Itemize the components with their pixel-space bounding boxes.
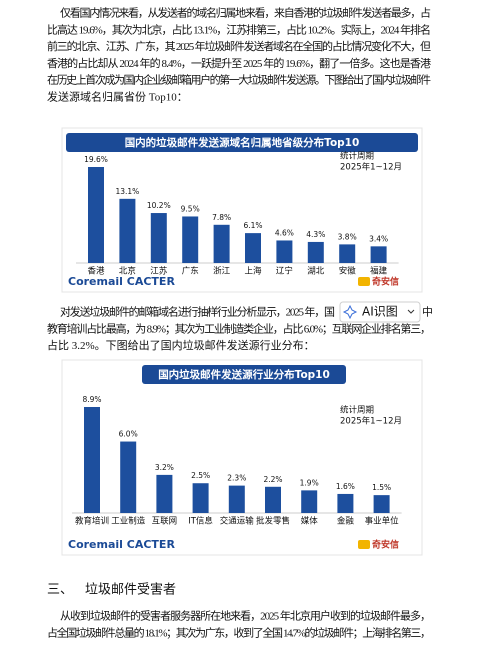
bar: [120, 441, 137, 513]
bar: [84, 407, 100, 513]
period-label: 统计周期: [340, 151, 374, 162]
paragraph-line: 仅看国内情况来看，从发送者的域名归属地来看，来自香港的垃圾邮件发送者最多，占: [60, 6, 431, 20]
category-label: 工业制造: [111, 516, 146, 527]
overlay-box[interactable]: [339, 301, 421, 323]
value-label: 4.3%: [306, 230, 325, 239]
value-label: 4.6%: [275, 228, 294, 237]
value-label: 3.8%: [338, 232, 357, 241]
bar: [265, 486, 281, 513]
brand: Coremail CACTER: [68, 275, 175, 288]
category-label: 湖北: [307, 267, 325, 277]
value-label: 2.2%: [263, 475, 282, 484]
value-label: 1.5%: [372, 483, 391, 492]
value-label: 1.9%: [300, 478, 319, 487]
bar: [213, 224, 230, 263]
bar: [307, 241, 324, 263]
value-label: 3.4%: [369, 234, 388, 243]
category-label: 上海: [244, 266, 262, 277]
category-label: 交通运输: [220, 516, 255, 527]
bar: [339, 244, 356, 263]
category-label: 辽宁: [276, 266, 293, 277]
chart-header: [66, 133, 418, 152]
paragraph-line: 发送源域名归属省份 Top10：: [47, 90, 188, 104]
logo-mark: [358, 540, 370, 549]
paragraph-line: 占比 3.2%。下图给出了国内垃圾邮件发送源行业分布：: [47, 338, 315, 352]
bar: [192, 483, 209, 513]
paragraph-line: 前三的北京、江苏、广东，其 2025 年垃圾邮件发送者域名在全国的占比情况变化不…: [47, 39, 431, 53]
logo: 奇安信: [372, 276, 399, 288]
category-label: 金融: [337, 516, 355, 527]
logo-mark: [358, 277, 370, 286]
section-title: 垃圾邮件受害者: [85, 582, 176, 598]
category-label: 批发零售: [256, 516, 290, 527]
chart-title: 国内的垃圾邮件发送源域名归属地省级分布Top10: [125, 136, 360, 149]
paragraph-line: 对发送垃圾邮件的邮箱域名进行抽样行业分析显示，2025 年，国: [60, 305, 335, 319]
bar: [370, 246, 387, 263]
paragraph-line: 在历史上首次成为国内企业级邮箱用户的第一大垃圾邮件发送源。下图给出了国内垃圾邮件: [47, 73, 431, 87]
section-number: 三、: [47, 583, 73, 598]
bar: [88, 167, 104, 263]
value-label: 10.2%: [147, 201, 171, 210]
category-label: 教育培训: [75, 516, 109, 527]
ai-overlay[interactable]: AI识图: [339, 301, 421, 323]
value-label: 1.6%: [336, 482, 355, 491]
period-label: 统计周期: [340, 405, 374, 416]
category-label: 福建: [370, 266, 388, 277]
value-label: 8.9%: [82, 395, 101, 404]
overlay-caret: [407, 309, 415, 314]
value-label: 19.6%: [84, 155, 108, 164]
category-label: IT信息: [188, 516, 213, 527]
paragraph-line: 占全国垃圾邮件总量的 18.1%；其次为广东，收到了全国 14.7%的垃圾邮件；…: [47, 625, 431, 639]
bar: [228, 485, 245, 513]
value-label: 6.0%: [119, 430, 138, 439]
paragraph-line: 从收到垃圾邮件的受害者服务器所在地来看，2025 年北京用户收到的垃圾邮件最多，: [60, 609, 431, 623]
bar: [245, 233, 261, 263]
value-label: 3.2%: [155, 463, 174, 472]
paragraph-line: 香港的占比却从 2024 年的 8.4%，一跃提升至 2025 年的 19.6%…: [47, 56, 431, 70]
category-label: 互联网: [152, 517, 178, 527]
chart-title: 国内垃圾邮件发送源行业分布Top10: [158, 368, 330, 381]
value-label: 6.1%: [243, 221, 262, 230]
paragraph-line: 教育培训占比最高，为 8.9%；其次为工业制造类企业，占比 6.0%；互联网企业…: [47, 321, 431, 335]
logo: 奇安信: [372, 539, 399, 551]
bar: [337, 493, 354, 513]
paragraph-line: 比高达 19.6%，其次为北京，占比 13.1%，江苏排第三，占比 10.2%。…: [47, 22, 431, 36]
value-label: 13.1%: [115, 187, 139, 196]
bar: [301, 490, 318, 513]
value-label: 9.5%: [181, 204, 200, 213]
value-label: 2.5%: [191, 471, 210, 480]
overlay-label[interactable]: AI识图: [362, 305, 398, 319]
bar: [156, 474, 173, 513]
category-label: 安徽: [339, 266, 357, 277]
bar: [150, 213, 167, 263]
period-label: 2025年1~12月: [340, 416, 402, 427]
category-label: 浙江: [213, 266, 231, 277]
bar: [182, 216, 199, 263]
overlay-icon: [342, 304, 358, 320]
brand: Coremail CACTER: [68, 538, 175, 551]
paragraph-line: 中: [422, 306, 433, 319]
value-label: 2.3%: [227, 474, 246, 483]
period-label: 2025年1~12月: [340, 162, 402, 173]
bar: [119, 198, 136, 263]
category-label: 媒体: [301, 516, 319, 527]
category-label: 事业单位: [365, 516, 400, 527]
category-label: 广东: [182, 266, 199, 277]
chart-header: [142, 365, 346, 384]
category-label: 香港: [87, 266, 105, 277]
category-label: 江苏: [150, 266, 168, 277]
value-label: 7.8%: [212, 213, 231, 222]
bar: [276, 240, 293, 263]
bar: [373, 495, 390, 513]
category-label: 北京: [119, 266, 136, 277]
